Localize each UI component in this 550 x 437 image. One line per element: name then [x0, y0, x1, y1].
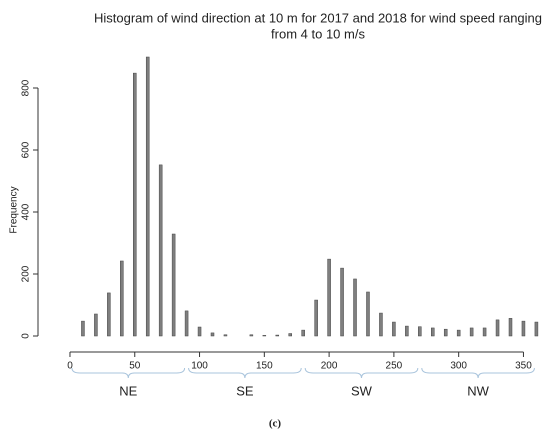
sector-brace — [421, 367, 535, 379]
bar — [456, 329, 461, 337]
sector-brace — [188, 367, 302, 379]
sector-label: NE — [119, 383, 137, 398]
x-tick-label: 350 — [515, 361, 532, 372]
bar — [392, 321, 396, 337]
x-tick-label: 0 — [67, 361, 73, 372]
bar — [366, 291, 370, 337]
bar — [171, 233, 176, 337]
caption: (c) — [269, 418, 282, 430]
bar — [508, 318, 513, 337]
y-tick-label: 600 — [21, 141, 32, 158]
bar — [469, 327, 474, 337]
bar — [405, 325, 409, 337]
bar — [133, 72, 137, 337]
bar — [81, 320, 85, 337]
bar — [223, 334, 228, 337]
bar — [521, 320, 526, 337]
bar — [197, 326, 202, 337]
sector-label: SW — [351, 383, 373, 398]
sector-brace — [304, 367, 419, 379]
y-tick-label: 200 — [21, 265, 32, 282]
x-tick-label: 150 — [256, 361, 273, 372]
sector-brace — [71, 367, 186, 379]
chart-title: Histogram of wind direction at 10 m for … — [94, 10, 542, 25]
x-tick-label: 200 — [321, 361, 338, 372]
bar — [158, 164, 163, 337]
x-tick-label: 50 — [129, 361, 141, 372]
bar — [262, 335, 267, 337]
y-tick-label: 0 — [21, 333, 32, 339]
x-tick-label: 100 — [191, 361, 208, 372]
x-tick-label: 300 — [450, 361, 467, 372]
y-tick-label: 400 — [21, 203, 32, 220]
bar — [443, 328, 448, 337]
bar — [210, 332, 215, 337]
sector-label: SE — [236, 383, 254, 398]
chart-title: from 4 to 10 m/s — [271, 26, 365, 41]
bar — [107, 292, 111, 337]
bar — [534, 321, 539, 337]
bar — [249, 334, 254, 337]
bar — [353, 278, 357, 337]
y-axis-label: Frequency — [9, 186, 20, 233]
bar — [418, 326, 422, 337]
bar — [495, 319, 500, 337]
bar — [184, 310, 189, 337]
bar — [431, 327, 435, 337]
sector-label: NW — [467, 383, 489, 398]
bar — [301, 329, 305, 337]
y-tick-label: 800 — [21, 79, 32, 96]
bar — [120, 260, 124, 337]
x-tick-label: 250 — [386, 361, 403, 372]
bar — [314, 299, 318, 337]
bar — [145, 56, 150, 337]
bar — [288, 333, 292, 337]
bar — [482, 327, 487, 337]
bar — [327, 258, 331, 337]
bar — [379, 312, 383, 337]
bar — [340, 267, 344, 337]
bar — [275, 334, 280, 337]
bar — [94, 313, 98, 337]
